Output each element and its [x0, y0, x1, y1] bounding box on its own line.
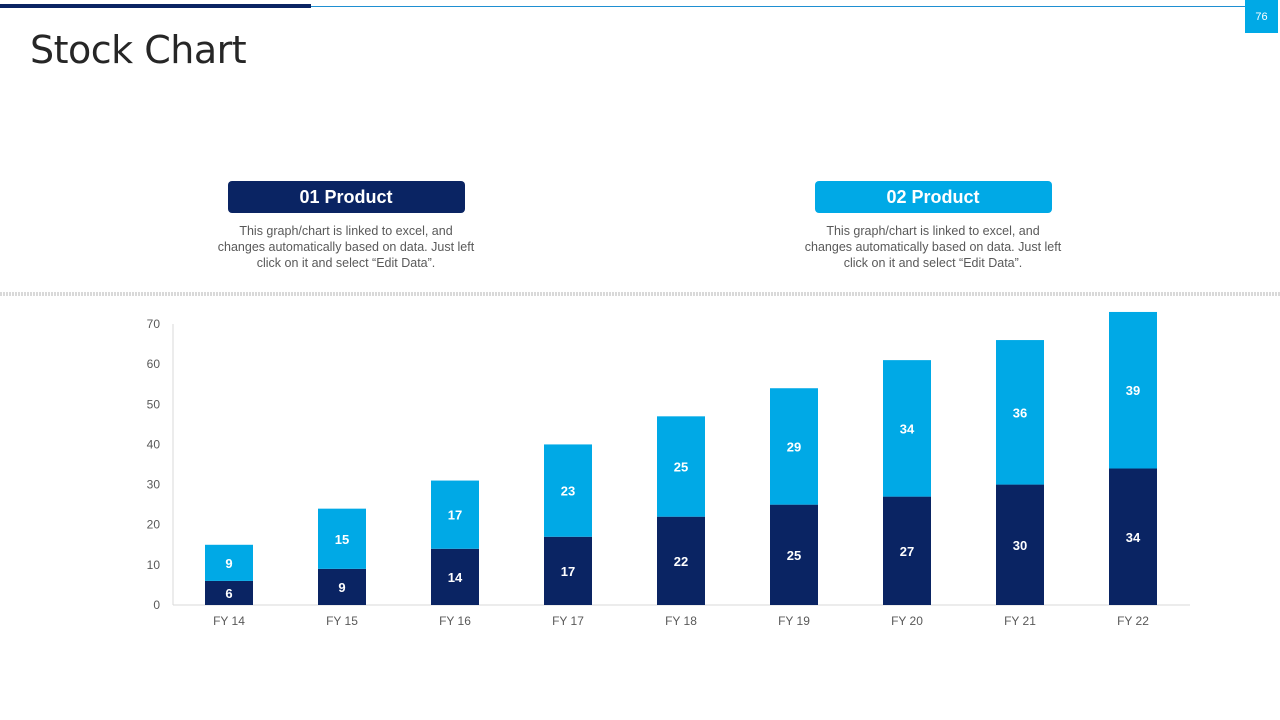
- legend-product-01: 01 Product This graph/chart is linked to…: [216, 181, 476, 271]
- bar-data-label: 36: [1013, 405, 1027, 420]
- section-divider: [0, 292, 1280, 296]
- bar-data-label: 30: [1013, 538, 1027, 553]
- y-tick-label: 30: [147, 478, 161, 492]
- bar-data-label: 17: [561, 564, 575, 579]
- bar-product-01: [883, 496, 931, 605]
- bar-data-label: 39: [1126, 383, 1140, 398]
- bar-product-01: [431, 548, 479, 605]
- bar-data-label: 25: [674, 460, 688, 475]
- legend-product-02: 02 Product This graph/chart is linked to…: [803, 181, 1063, 271]
- y-tick-label: 60: [147, 357, 161, 371]
- bar-data-label: 17: [448, 508, 462, 523]
- bar-data-label: 9: [338, 580, 345, 595]
- bar-product-01: [318, 568, 366, 605]
- bar-product-02: [544, 444, 592, 537]
- x-tick-label: FY 14: [213, 614, 245, 628]
- bar-data-label: 29: [787, 439, 801, 454]
- bar-product-02: [431, 480, 479, 549]
- bar-product-02: [770, 388, 818, 505]
- x-tick-label: FY 16: [439, 614, 471, 628]
- x-tick-label: FY 18: [665, 614, 697, 628]
- x-tick-label: FY 21: [1004, 614, 1036, 628]
- bar-product-02: [657, 416, 705, 517]
- bar-data-label: 9: [225, 556, 232, 571]
- y-tick-label: 20: [147, 518, 161, 532]
- x-tick-label: FY 17: [552, 614, 584, 628]
- y-tick-label: 0: [153, 598, 160, 612]
- slide-number: 76: [1245, 0, 1278, 33]
- bar-product-02: [318, 508, 366, 569]
- header-rule: [311, 6, 1245, 7]
- bar-data-label: 22: [674, 554, 688, 569]
- bar-product-01: [1109, 468, 1157, 605]
- bar-data-label: 25: [787, 548, 801, 563]
- x-tick-label: FY 20: [891, 614, 923, 628]
- y-tick-label: 10: [147, 558, 161, 572]
- bar-data-label: 27: [900, 544, 914, 559]
- bar-product-02: [996, 340, 1044, 485]
- bar-product-01: [657, 516, 705, 605]
- bar-product-01: [544, 536, 592, 605]
- legend-description-product-02: This graph/chart is linked to excel, and…: [804, 224, 1062, 270]
- bar-product-02: [883, 360, 931, 497]
- bar-product-02: [1109, 311, 1157, 469]
- bar-data-label: 34: [1126, 530, 1141, 545]
- bar-product-01: [996, 484, 1044, 605]
- bar-data-label: 23: [561, 484, 575, 499]
- legend-description-product-01: This graph/chart is linked to excel, and…: [217, 224, 475, 270]
- bar-data-label: 34: [900, 421, 915, 436]
- page-title: Stock Chart: [30, 28, 247, 72]
- stacked-bar-chart: 0 10 20 30 40 50 60 70 6 9 FY 14 9 15 FY 15 14 17 FY 16 1…: [147, 311, 1190, 628]
- legend-badge-product-02: 02 Product: [814, 181, 1052, 213]
- x-tick-label: FY 19: [778, 614, 810, 628]
- bar-product-01: [205, 580, 253, 605]
- bar-product-02: [205, 544, 253, 581]
- bar-product-01: [770, 504, 818, 605]
- y-tick-label: 50: [147, 397, 161, 411]
- y-tick-label: 70: [147, 317, 161, 331]
- bar-data-label: 14: [448, 570, 463, 585]
- bar-data-label: 6: [225, 586, 232, 601]
- x-tick-label: FY 15: [326, 614, 358, 628]
- x-tick-label: FY 22: [1117, 614, 1149, 628]
- legend-badge-product-01: 01 Product: [227, 181, 465, 213]
- bar-data-label: 15: [335, 532, 349, 547]
- y-tick-label: 40: [147, 437, 161, 451]
- header-accent-bar: [0, 4, 311, 8]
